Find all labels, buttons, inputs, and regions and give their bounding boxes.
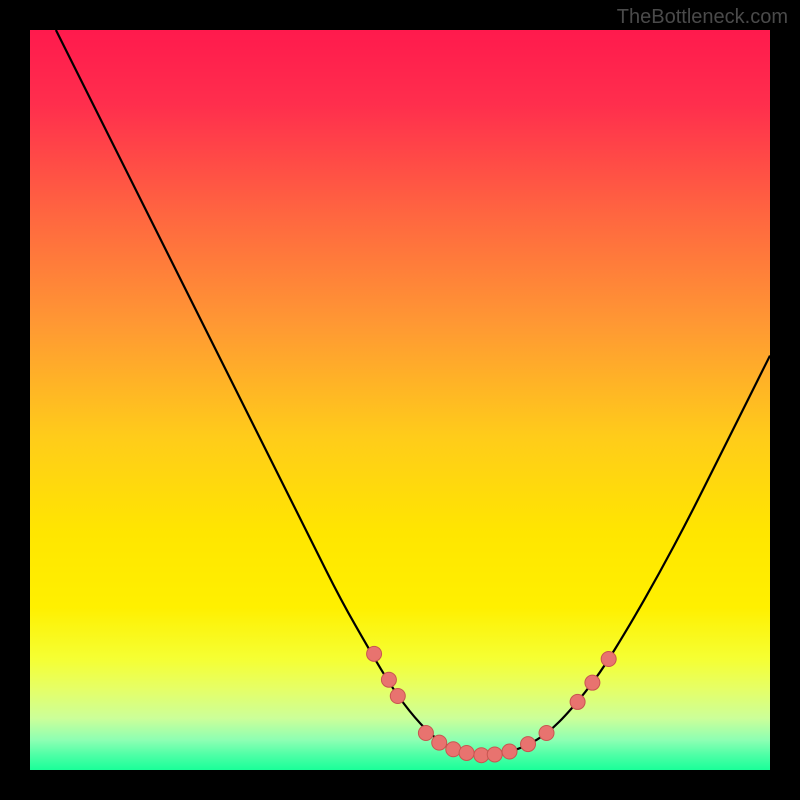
bottleneck-chart	[30, 30, 770, 770]
data-marker	[474, 748, 489, 763]
data-marker	[487, 747, 502, 762]
data-marker	[502, 744, 517, 759]
data-marker	[539, 726, 554, 741]
curve-layer	[30, 30, 770, 770]
data-marker	[601, 652, 616, 667]
data-marker	[418, 726, 433, 741]
bottleneck-curve	[56, 30, 770, 755]
data-marker	[585, 675, 600, 690]
data-marker	[432, 735, 447, 750]
attribution-text: TheBottleneck.com	[617, 6, 788, 29]
data-marker	[390, 689, 405, 704]
data-marker	[381, 672, 396, 687]
data-marker	[570, 694, 585, 709]
data-marker	[446, 742, 461, 757]
data-marker	[367, 646, 382, 661]
data-marker	[521, 737, 536, 752]
data-marker	[459, 745, 474, 760]
